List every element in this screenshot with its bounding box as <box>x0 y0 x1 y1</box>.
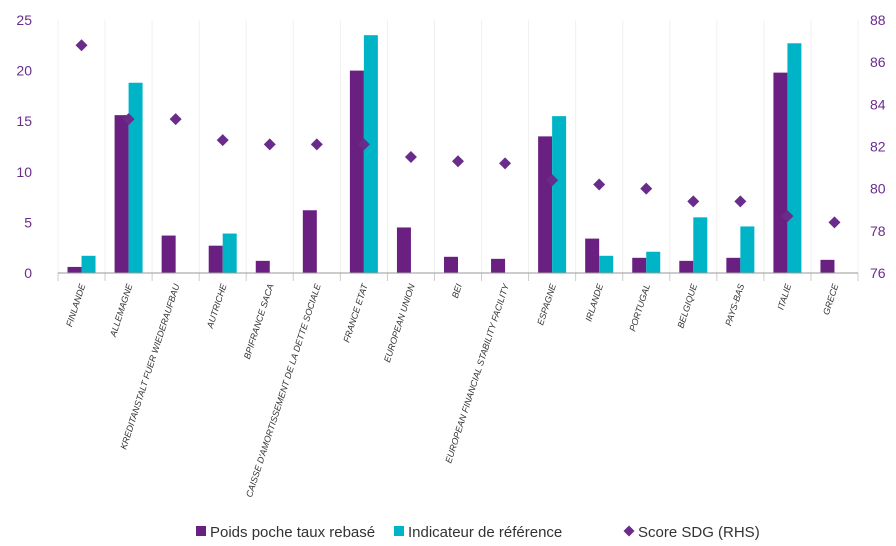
category-separators <box>57 20 859 281</box>
left-tick-label: 10 <box>16 164 32 180</box>
sdg-score-point <box>640 182 653 195</box>
bar-poids-poche <box>632 257 647 273</box>
legend-item-score-sdg-swatch <box>623 525 635 537</box>
category-label: BEI <box>450 282 464 299</box>
bar-poids-poche <box>161 235 176 273</box>
bar-poids-poche <box>726 257 741 273</box>
bar-poids-poche <box>349 70 364 273</box>
sdg-score-point <box>828 216 841 229</box>
sdg-score-point <box>263 138 276 151</box>
sdg-score-point <box>546 174 559 187</box>
bar-poids-poche <box>585 238 600 273</box>
bar-indicateur-reference <box>599 255 614 273</box>
sdg-score-point <box>593 178 606 191</box>
bar-poids-poche <box>444 256 458 273</box>
sdg-score-point <box>357 138 370 151</box>
legend-item-indicateur-reference-swatch <box>394 526 404 536</box>
bar-indicateur-reference <box>363 35 378 274</box>
bar-indicateur-reference <box>740 226 755 273</box>
right-tick-label: 86 <box>870 54 886 70</box>
right-tick-label: 84 <box>870 96 886 112</box>
category-label: FRANCE ETAT <box>341 281 370 344</box>
right-tick-label: 78 <box>870 223 886 239</box>
category-label: PAYS-BAS <box>723 283 746 328</box>
category-label: IRLANDE <box>584 282 606 323</box>
left-axis-ticks: 0 5 10 15 20 25 <box>16 12 32 281</box>
bar-poids-poche <box>773 72 788 274</box>
bar-indicateur-reference <box>128 82 143 273</box>
bar-poids-poche <box>820 259 835 273</box>
bar-indicateur-reference <box>81 255 96 273</box>
category-label: EUROPEAN UNION <box>382 282 417 364</box>
sdg-score-point <box>169 113 182 126</box>
category-label: BELGIQUE <box>675 282 699 330</box>
sdg-score-point <box>687 195 700 208</box>
right-axis-ticks: 76 78 80 82 84 86 88 <box>870 12 886 281</box>
sdg-score-point <box>404 151 417 164</box>
bar-indicateur-reference <box>646 251 661 273</box>
category-label: ALLEMAGNE <box>108 282 135 339</box>
right-tick-label: 80 <box>870 181 886 197</box>
bar-poids-poche <box>538 136 553 273</box>
category-label: ITALIE <box>776 282 794 312</box>
bar-poids-poche <box>208 245 223 273</box>
bar-poids-poche <box>396 227 411 273</box>
sdg-score-point <box>734 195 747 208</box>
legend-item-score-sdg-label: Score SDG (RHS) <box>638 524 760 541</box>
bar-indicateur-reference <box>552 116 567 273</box>
bar-poids-poche <box>302 210 317 273</box>
bar-poids-poche <box>491 258 506 273</box>
bar-indicateur-reference <box>693 217 708 273</box>
category-label: KREDITANSTALT FUER WIEDERAUFBAU <box>118 282 181 451</box>
legend-item-poids-poche-label: Poids poche taux rebasé <box>210 524 375 541</box>
category-label: GRECE <box>821 282 841 316</box>
left-tick-label: 0 <box>24 265 32 281</box>
legend-item-poids-poche-swatch <box>196 526 206 536</box>
right-tick-label: 76 <box>870 265 886 281</box>
sdg-score-point <box>310 138 323 151</box>
left-tick-label: 25 <box>16 12 32 28</box>
bar-poids-poche <box>67 266 82 273</box>
bar-poids-poche <box>255 260 270 273</box>
right-tick-label: 88 <box>870 12 886 28</box>
sdg-score-point <box>452 155 464 168</box>
left-tick-label: 20 <box>16 63 32 79</box>
category-label: BPIFRANCE SACA <box>242 283 276 361</box>
sdg-score-point <box>499 157 512 170</box>
legend-item-indicateur-reference-label: Indicateur de référence <box>408 524 562 541</box>
sdg-score-point <box>216 134 229 147</box>
bar-poids-poche <box>114 115 129 274</box>
legend: Poids poche taux rebasé Indicateur de réf… <box>196 524 760 541</box>
right-tick-label: 82 <box>870 139 886 155</box>
sdg-score-point <box>75 39 88 52</box>
bar-indicateur-reference <box>222 233 237 273</box>
bars <box>67 35 835 274</box>
category-label: ESPAGNE <box>535 282 558 327</box>
category-label: EUROPEAN FINANCIAL STABILITY FACILITY <box>443 282 511 465</box>
bar-indicateur-reference <box>787 43 802 273</box>
category-label: PORTUGAL <box>627 283 652 333</box>
bar-poids-poche <box>679 260 694 273</box>
sdg-score-point <box>122 113 135 126</box>
category-label: FINLANDE <box>64 282 88 328</box>
sdg-score-point <box>781 210 794 223</box>
left-tick-label: 15 <box>16 113 32 129</box>
category-label: AUTRICHE <box>205 282 229 331</box>
sdg-score-points <box>75 39 841 229</box>
left-tick-label: 5 <box>24 214 32 230</box>
